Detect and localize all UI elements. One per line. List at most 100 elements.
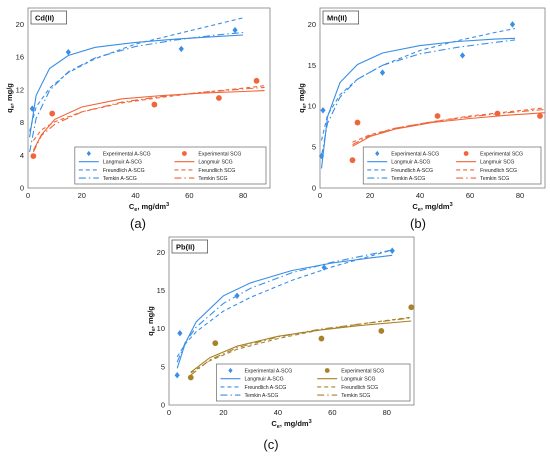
y-tick-label: 12	[16, 85, 24, 94]
x-tick-label: 20	[366, 191, 374, 200]
series-line	[176, 249, 393, 358]
y-axis-label-unit: , mg/g	[297, 83, 306, 106]
data-point	[434, 113, 441, 119]
y-axis-label-sub: e	[151, 328, 157, 331]
legend-label: Langmuir A-SCG	[391, 160, 430, 166]
data-point	[65, 48, 71, 56]
y-axis-label: qe, mg/g	[5, 83, 16, 113]
y-tick-label: 0	[312, 184, 316, 193]
x-axis-label-sub: e	[418, 207, 421, 213]
y-tick-label: 20	[157, 248, 165, 257]
series-line	[176, 249, 393, 363]
data-point	[151, 101, 158, 108]
data-point	[494, 110, 501, 117]
legend-box	[216, 363, 411, 402]
x-tick-label: 40	[416, 191, 424, 200]
x-tick-label: 60	[185, 191, 193, 200]
data-point	[320, 107, 326, 114]
legend-label: Experimental A-SCG	[103, 152, 151, 158]
metal-label-box	[322, 10, 359, 25]
panel-label: (b)	[410, 216, 426, 231]
x-axis-label: Ce, mg/dm3	[271, 419, 311, 430]
panel-label: (a)	[130, 216, 146, 231]
data-point	[321, 264, 327, 271]
plot-frame	[319, 7, 546, 189]
metal-label: Pb(II)	[176, 243, 195, 252]
legend-label: Experimental SCG	[341, 369, 384, 375]
metal-label-box	[171, 239, 208, 254]
legend-box	[74, 146, 267, 185]
legend-marker	[463, 151, 469, 156]
y-axis-label-main: q	[297, 108, 306, 113]
y-axis-label-main: q	[146, 331, 155, 336]
data-point	[30, 153, 37, 159]
data-point	[378, 328, 385, 334]
legend-marker	[86, 150, 91, 157]
x-tick-label: 40	[274, 408, 282, 417]
y-axis-label-sub: e	[10, 105, 16, 108]
series-line	[352, 112, 546, 147]
plot-frame	[27, 7, 271, 189]
legend-label: Freundlich A-SCG	[244, 385, 286, 391]
series-line	[190, 320, 412, 373]
y-axis-label-main: q	[5, 108, 14, 113]
legend-marker	[375, 150, 380, 157]
y-axis-label: qe, mg/g	[146, 306, 157, 336]
y-tick-label: 20	[16, 20, 24, 29]
y-tick-label: 8	[20, 118, 24, 127]
data-point	[49, 110, 56, 117]
x-tick-label: 60	[466, 191, 474, 200]
data-point	[349, 157, 356, 164]
y-tick-label: 4	[20, 151, 24, 160]
series-line	[320, 39, 516, 157]
y-tick-label: 15	[308, 61, 316, 70]
legend-label: Langmuir A-SCG	[103, 160, 142, 166]
legend: Experimental A-SCG Experimental SCG Langmu…	[74, 146, 267, 185]
x-axis-label: Ce, mg/dm3	[412, 202, 452, 213]
metal-label-box	[30, 10, 67, 25]
x-axis-label-unit: , mg/dm	[421, 202, 450, 211]
y-tick-label: 10	[308, 102, 316, 111]
data-point	[187, 374, 194, 381]
legend-marker	[182, 151, 187, 156]
x-axis-label-sup: 3	[309, 419, 312, 425]
x-axis-label: Ce, mg/dm3	[129, 202, 169, 213]
series-line	[32, 86, 265, 153]
legend-label: Freundlich SCG	[198, 168, 235, 174]
legend-label: Freundlich SCG	[480, 168, 517, 174]
legend-label: Temkin A-SCG	[244, 393, 278, 399]
y-tick-label: 16	[16, 53, 24, 62]
data-point	[537, 113, 543, 119]
y-axis-label-unit: , mg/g	[5, 83, 14, 106]
data-point	[212, 340, 219, 347]
series-line	[32, 90, 265, 151]
data-point	[379, 69, 386, 76]
legend-marker	[324, 368, 330, 373]
plot-frame	[168, 236, 415, 406]
legend-label: Langmuir SCG	[480, 160, 514, 166]
legend-label: Experimental SCG	[198, 152, 241, 158]
y-tick-label: 0	[20, 184, 24, 193]
metal-label: Mn(II)	[327, 14, 347, 23]
y-axis-label: qe, mg/g	[297, 83, 308, 113]
legend-label: Langmuir A-SCG	[244, 377, 283, 383]
data-point	[234, 292, 240, 299]
x-axis-label-sub: e	[134, 207, 137, 213]
panel-label: (c)	[263, 437, 278, 452]
x-axis-label-sub: e	[277, 424, 280, 430]
y-axis-label-unit: , mg/g	[146, 306, 155, 329]
legend-label: Experimental SCG	[480, 152, 523, 158]
series-line	[176, 254, 393, 369]
legend-label: Freundlich SCG	[341, 385, 378, 391]
legend: Experimental A-SCG Experimental SCG Langmu…	[362, 146, 542, 185]
series-line	[190, 317, 412, 376]
data-point	[509, 21, 516, 28]
x-axis-label-main: C	[129, 202, 135, 211]
data-point	[232, 26, 238, 34]
series-line	[29, 34, 244, 138]
series-line	[32, 85, 265, 141]
